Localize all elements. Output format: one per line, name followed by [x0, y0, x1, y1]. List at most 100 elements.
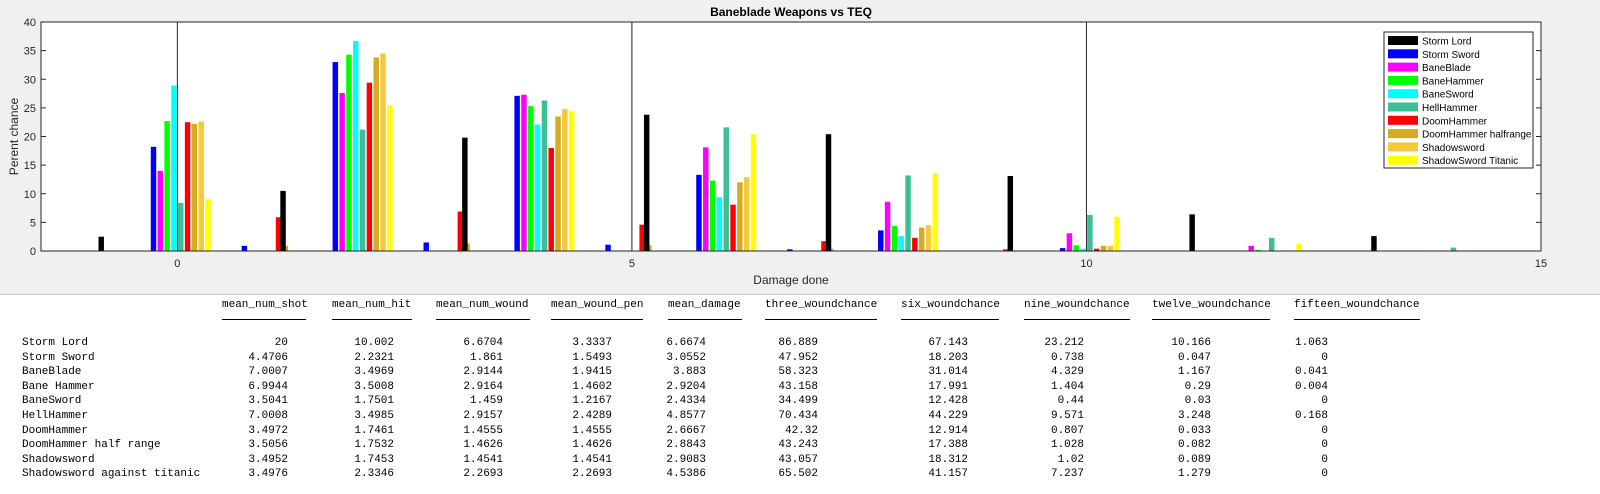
bar [1296, 243, 1302, 251]
bar [898, 236, 904, 251]
y-tick-label: 5 [30, 217, 36, 229]
table-cell: 2.2321 [354, 351, 394, 364]
table-cell: 1.404 [1050, 380, 1084, 393]
y-tick-label: 0 [30, 246, 36, 258]
column-header-rule [436, 319, 530, 320]
table-cell: 0.29 [1184, 380, 1211, 393]
bar [157, 170, 164, 251]
y-tick-label: 40 [24, 17, 36, 29]
bar [1080, 248, 1086, 251]
table-cell: 7.0007 [248, 366, 288, 379]
table-cell: 12.428 [928, 395, 968, 408]
column-header: mean_num_hit [332, 299, 412, 311]
table-cell: 0.089 [1177, 453, 1211, 466]
table-cell: 3.4976 [248, 468, 288, 481]
table-cell: 0 [1321, 395, 1328, 408]
table-cell: 1.4602 [572, 380, 612, 393]
legend-swatch [1388, 89, 1418, 99]
x-tick-label: 10 [1080, 258, 1092, 270]
column-header-rule [222, 319, 306, 320]
bar [1003, 249, 1009, 251]
x-tick-label: 15 [1535, 258, 1547, 270]
table-cell: 18.312 [928, 453, 968, 466]
table-cell: 4.329 [1050, 366, 1084, 379]
row-label: Storm Lord [22, 337, 89, 349]
table-cell: 2.4334 [666, 395, 706, 408]
y-tick-label: 10 [24, 189, 36, 201]
bar [373, 57, 379, 252]
table-cell: 1.9415 [572, 366, 612, 379]
table-cell: 2.9144 [463, 366, 503, 379]
table-cell: 1.4555 [463, 424, 503, 437]
table-cell: 67.143 [928, 337, 968, 349]
table-cell: 3.5056 [248, 439, 288, 452]
table-cell: 1.7532 [354, 439, 394, 452]
column-header-rule [1024, 319, 1130, 320]
table-cell: 20 [274, 337, 288, 349]
table-cell: 1.4541 [463, 453, 503, 466]
bar [462, 137, 468, 251]
table-cell: 1.4626 [572, 439, 612, 452]
bar [1100, 245, 1107, 251]
table-cell: 10.002 [354, 337, 394, 349]
bar [548, 147, 554, 251]
bar [171, 85, 177, 251]
table-cell: 0 [1321, 439, 1328, 452]
bar [884, 201, 891, 251]
table-cell: 0.44 [1057, 395, 1084, 408]
legend-label: BaneHammer [1422, 76, 1484, 87]
table-cell: 0.03 [1184, 395, 1211, 408]
column-header: six_woundchance [901, 299, 1001, 311]
table-cell: 18.203 [928, 351, 968, 364]
table-cell: 43.158 [778, 380, 818, 393]
bar [1066, 233, 1073, 251]
row-label: DoomHammer [22, 424, 89, 437]
bar [241, 245, 248, 251]
table-cell: 43.243 [778, 439, 818, 452]
bar [925, 225, 932, 251]
table-cell: 0 [1321, 424, 1328, 437]
table-cell: 4.8577 [666, 410, 706, 422]
bar [696, 174, 702, 251]
table-cell: 6.6674 [666, 337, 706, 349]
legend-label: HellHammer [1422, 103, 1478, 114]
bar [743, 177, 750, 251]
bar [346, 54, 352, 251]
table-cell: 0.004 [1294, 380, 1328, 393]
bar [1255, 249, 1261, 251]
bar [164, 121, 170, 251]
table-cell: 3.5008 [354, 380, 394, 393]
bar [1073, 245, 1079, 251]
chart-figure: 0 5 10 15 20 25 30 35 40 0 5 10 15 Baneblade Weapons … [0, 5, 1600, 295]
table-cell: 44.229 [928, 410, 968, 422]
table-cell: 3.4985 [354, 410, 394, 422]
row-label: Shadowsword [22, 453, 95, 466]
bar [184, 122, 191, 251]
bar [1087, 214, 1093, 251]
row-label: BaneSword [22, 395, 82, 408]
column-header: mean_damage [668, 299, 741, 311]
y-tick-label: 25 [24, 103, 36, 115]
table-cell: 1.063 [1294, 337, 1328, 349]
legend-label: DoomHammer halfrange [1422, 130, 1532, 141]
bar [1093, 248, 1100, 251]
column-header: three_woundchance [765, 299, 878, 311]
table-cell: 10.166 [1171, 337, 1211, 349]
table-cell: 3.883 [672, 366, 706, 379]
bar [380, 53, 386, 251]
bar [359, 129, 366, 251]
table-cell: 2.3346 [354, 468, 394, 481]
table-cell: 0.807 [1050, 424, 1084, 437]
table-cell: 0 [1321, 453, 1328, 466]
column-header: fifteen_woundchance [1294, 299, 1420, 311]
bar [1114, 216, 1120, 251]
bar [205, 198, 211, 251]
table-cell: 1.2167 [572, 395, 612, 408]
table-cell: 2.9083 [666, 453, 706, 466]
table-cell: 3.4952 [248, 453, 288, 466]
y-tick-label: 15 [24, 160, 36, 172]
bar [528, 106, 534, 251]
bar-chart: 0 5 10 15 20 25 30 35 40 0 5 10 15 Baneblade Weapons … [7, 5, 1547, 287]
bar [703, 147, 709, 251]
bar [198, 121, 204, 252]
